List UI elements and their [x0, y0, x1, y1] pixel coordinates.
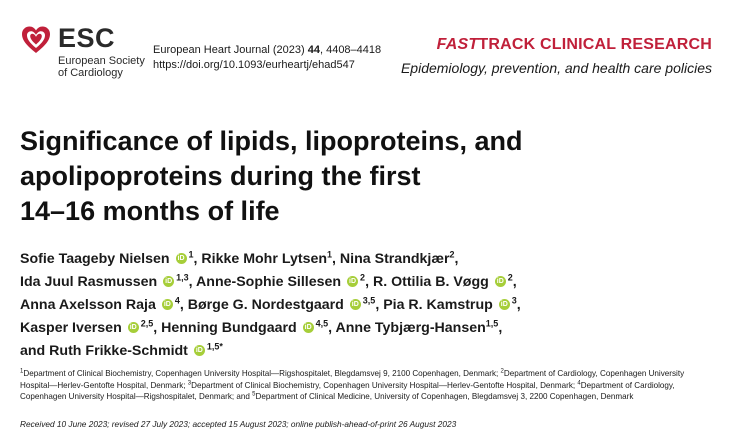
affiliation-ref: 3,5: [362, 295, 376, 306]
author-separator: ,: [512, 274, 517, 290]
orcid-icon[interactable]: iD: [193, 344, 205, 356]
author-name: , Anne Tybjærg-Hansen: [328, 320, 486, 336]
affiliation-ref: 4: [174, 295, 180, 306]
category-fast: FAST: [436, 36, 479, 53]
affiliation-number: 4: [577, 379, 581, 386]
logo-wordmark: ESC: [58, 23, 116, 53]
article-category: FASTTRACK CLINICAL RESEARCH: [437, 36, 712, 54]
affiliation-number: 5: [252, 391, 256, 398]
orcid-icon[interactable]: iD: [494, 275, 506, 287]
orcid-icon[interactable]: iD: [175, 252, 187, 264]
logo-subtitle-line: European Society: [58, 55, 145, 67]
affiliation-ref: 2: [507, 272, 513, 283]
affiliation-text: Department of Clinical Biochemistry, Cop…: [23, 369, 501, 378]
orcid-icon[interactable]: iD: [347, 275, 359, 287]
logo-subtitle-line: of Cardiology: [58, 67, 123, 79]
author-list: Sofie Taageby Nielsen iD 1, Rikke Mohr Ly…: [20, 248, 740, 363]
affiliation-text: Hospital—Herlev-Gentofte Hospital, Denma…: [20, 380, 188, 390]
affiliations: 1Department of Clinical Biochemistry, Co…: [20, 368, 735, 403]
affiliation-text: Department of Cardiology,: [580, 380, 675, 390]
article-header: ESC European Society of Cardiology Europ…: [0, 0, 750, 100]
affiliation-text: Department of Cardiology, Copenhagen Uni…: [503, 369, 685, 378]
affiliation-number: 2: [500, 368, 504, 375]
author-name: Kasper Iversen: [20, 320, 122, 336]
affiliation-ref: 2: [360, 272, 366, 283]
title-line: Significance of lipids, lipoproteins, an…: [20, 126, 523, 156]
esc-logo[interactable]: ESC European Society of Cardiology: [20, 22, 150, 82]
author-name: , Rikke Mohr Lytsen: [193, 251, 328, 267]
affiliation-ref: 1,5: [485, 318, 499, 329]
affiliation-number: 3: [187, 379, 192, 386]
affiliation-line: Copenhagen University Hospital—Rigshospi…: [20, 391, 735, 403]
affiliation-ref: 1,5*: [206, 341, 223, 352]
orcid-icon[interactable]: iD: [127, 321, 139, 333]
author-name: , Henning Bundgaard: [153, 320, 297, 336]
affiliation-ref: 3: [511, 295, 517, 306]
affiliation-ref: 1: [188, 249, 194, 260]
author-line: Anna Axelsson Raja iD 4, Børge G. Nordest…: [20, 294, 740, 317]
author-name: Sofie Taageby Nielsen: [20, 251, 170, 267]
author-name: , Nina Strandkjær: [332, 251, 450, 267]
citation-line: European Heart Journal (2023) 44, 4408–4…: [153, 43, 381, 58]
orcid-icon[interactable]: iD: [302, 321, 314, 333]
journal-pages: , 4408–4418: [319, 44, 382, 56]
author-separator: ,: [516, 297, 521, 313]
author-separator: ,: [498, 320, 503, 336]
affiliation-text: Department of Clinical Medicine, Univers…: [255, 392, 634, 401]
author-name: Ida Juul Rasmussen: [20, 274, 158, 290]
affiliation-ref: 1: [327, 249, 333, 260]
author-name: , R. Ottilia B. Vøgg: [365, 274, 489, 290]
orcid-icon[interactable]: iD: [163, 275, 175, 287]
author-separator: ,: [454, 251, 459, 267]
affiliation-ref: 2,5: [140, 318, 154, 329]
author-name: Anna Axelsson Raja: [20, 297, 156, 313]
title-line: 14–16 months of life: [20, 196, 280, 226]
affiliation-ref: 1,3: [176, 272, 189, 283]
affiliation-text: Copenhagen University Hospital—Rigshospi…: [20, 392, 253, 401]
article-subject: Epidemiology, prevention, and health car…: [400, 60, 712, 76]
affiliation-ref: 2: [449, 249, 455, 260]
author-name: and Ruth Frikke-Schmidt: [20, 343, 188, 359]
article-title: Significance of lipids, lipoproteins, an…: [20, 124, 640, 229]
author-line: Kasper Iversen iD 2,5, Henning Bundgaard …: [20, 317, 740, 340]
affiliation-ref: 4,5: [315, 318, 329, 329]
author-line: Sofie Taageby Nielsen iD 1, Rikke Mohr Ly…: [20, 248, 740, 271]
article-history: Received 10 June 2023; revised 27 July 2…: [20, 419, 457, 429]
category-rest: TRACK CLINICAL RESEARCH: [478, 36, 712, 53]
author-line: and Ruth Frikke-Schmidt iD 1,5*: [20, 340, 740, 363]
logo-subtitle: European Society of Cardiology: [58, 55, 168, 79]
orcid-icon[interactable]: iD: [349, 298, 361, 310]
author-name: , Børge G. Nordestgaard: [179, 297, 344, 313]
affiliation-line: 1Department of Clinical Biochemistry, Co…: [20, 368, 735, 380]
affiliation-number: 1: [20, 368, 24, 375]
affiliation-line: Hospital—Herlev-Gentofte Hospital, Denma…: [20, 380, 735, 392]
author-name: , Anne-Sophie Sillesen: [188, 274, 342, 290]
journal-volume: 44: [307, 44, 320, 56]
orcid-icon[interactable]: iD: [161, 298, 173, 310]
doi-link[interactable]: https://doi.org/10.1093/eurheartj/ehad54…: [153, 59, 355, 71]
orcid-icon[interactable]: iD: [498, 298, 510, 310]
journal-name: European Heart Journal (2023): [153, 44, 308, 56]
journal-citation: European Heart Journal (2023) 44, 4408–4…: [153, 43, 381, 73]
author-line: Ida Juul Rasmussen iD 1,3, Anne-Sophie Si…: [20, 271, 740, 294]
author-name: , Pia R. Kamstrup: [375, 297, 493, 313]
affiliation-text: Department of Clinical Biochemistry, Cop…: [191, 380, 578, 390]
heart-icon: [22, 26, 50, 53]
title-line: apolipoproteins during the first: [20, 161, 421, 191]
